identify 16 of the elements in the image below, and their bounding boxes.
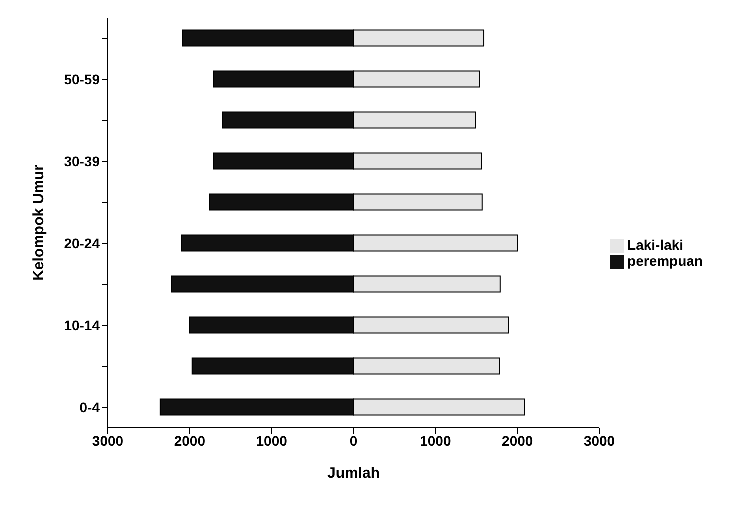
legend-label: Laki-laki xyxy=(628,236,684,253)
x-tick-label: 1000 xyxy=(256,432,288,449)
legend-label: perempuan xyxy=(628,253,703,269)
y-tick-label: 0-4 xyxy=(80,399,100,416)
y-tick-label: 10-14 xyxy=(64,317,100,334)
x-axis-title: Jumlah xyxy=(328,465,380,482)
x-tick-label: 3000 xyxy=(584,432,616,449)
x-tick-label: 3000 xyxy=(92,432,124,449)
y-axis-title: Kelompok Umur xyxy=(30,164,48,281)
y-tick-label: 20-24 xyxy=(64,235,100,252)
y-tick-label: 50-59 xyxy=(64,71,100,88)
x-tick-label: 2000 xyxy=(502,432,534,449)
x-tick-label: 0 xyxy=(350,432,358,449)
x-tick-label: 2000 xyxy=(174,432,206,449)
x-tick-label: 1000 xyxy=(420,432,452,449)
y-tick-label: 30-39 xyxy=(64,153,100,170)
